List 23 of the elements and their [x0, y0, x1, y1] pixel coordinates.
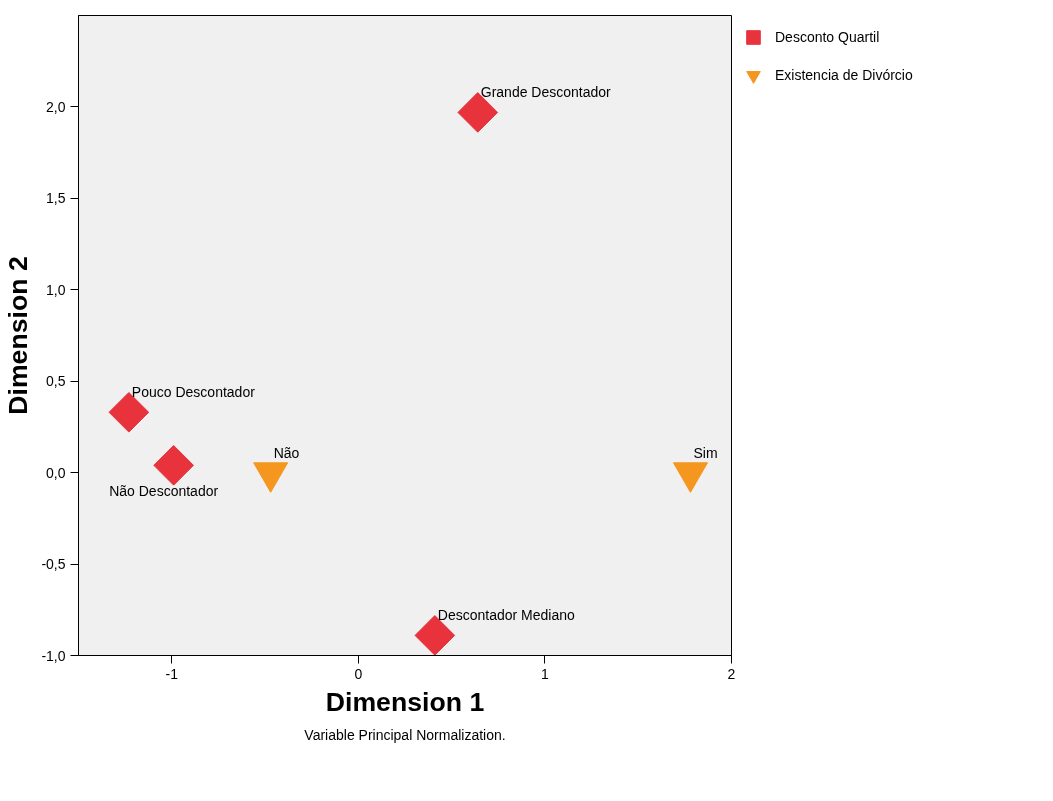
x-axis-title: Dimension 1: [325, 686, 485, 717]
y-tick-label: -0,5: [41, 556, 66, 573]
y-tick-label: 0,5: [46, 373, 66, 390]
legend-label: Desconto Quartil: [775, 29, 880, 45]
y-tick-label: -1,0: [41, 647, 66, 664]
y-tick-label: 2,0: [46, 98, 66, 115]
annotation: Pouco Descontador: [131, 384, 256, 401]
annotation: Sim: [693, 444, 718, 461]
y-tick-label: 1,0: [46, 281, 66, 298]
x-tick-label: -1: [165, 665, 179, 682]
point: [153, 445, 194, 486]
x-tick-label: 1: [541, 665, 550, 682]
legend-label: Existencia de Divórcio: [775, 67, 913, 83]
annotation: Grande Descontador: [480, 84, 612, 101]
annotation: Descontador Mediano: [437, 607, 576, 624]
annotation: Não: [273, 444, 300, 461]
y-axis-title: Dimension 2: [3, 256, 34, 415]
x-tick-label: 0: [354, 665, 363, 682]
x-tick-label: 2: [727, 665, 736, 682]
text: Variable Principal Normalization.: [304, 726, 506, 743]
y-tick-label: 0,0: [46, 464, 66, 481]
annotation: Não Descontador: [109, 483, 219, 500]
y-tick-label: 1,5: [46, 190, 66, 207]
